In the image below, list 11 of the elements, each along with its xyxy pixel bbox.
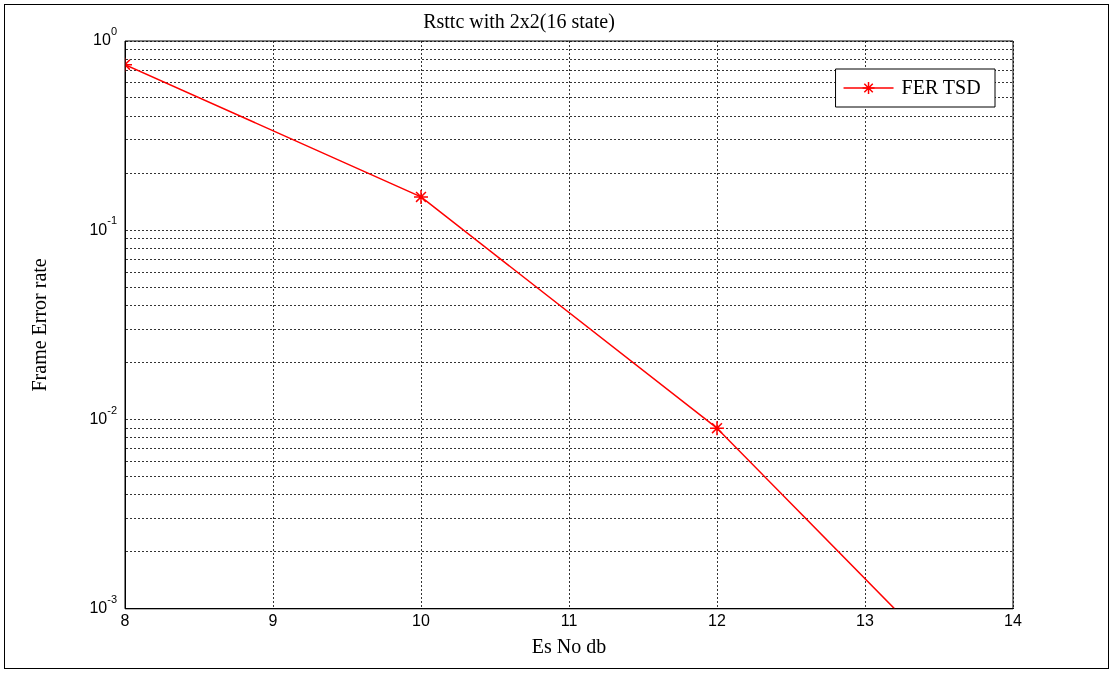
x-tick-label: 8 — [120, 611, 130, 629]
chart-title: Rsttc with 2x2(16 state) — [423, 10, 615, 34]
x-tick-label: 11 — [560, 611, 578, 629]
y-axis-title: Frame Error rate — [28, 258, 51, 392]
x-tick-label: 13 — [856, 611, 874, 629]
legend-label: FER TSD — [901, 76, 981, 99]
x-tick-label: 10 — [412, 611, 430, 629]
x-tick-label: 12 — [708, 611, 726, 629]
x-tick-label: 9 — [268, 611, 278, 629]
x-axis-title: Es No db — [531, 635, 607, 658]
x-tick-label: 14 — [1004, 611, 1022, 629]
